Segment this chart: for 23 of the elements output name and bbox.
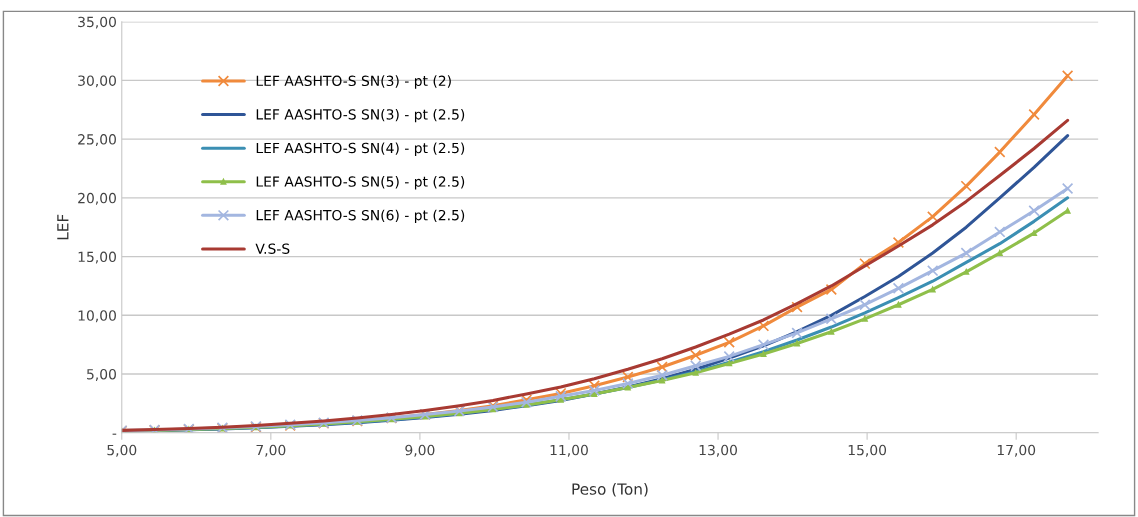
y-tick-label: 15,00	[78, 251, 116, 264]
y-tick-label: 10,00	[78, 310, 116, 323]
legend-label: LEF AASHTO-S SN(3) - pt (2)	[256, 75, 451, 89]
y-tick-label: 35,00	[78, 16, 116, 29]
legend-label: LEF AASHTO-S SN(3) - pt (2.5)	[256, 108, 465, 123]
x-tick-label: 15,00	[848, 444, 887, 457]
legend-label: LEF AASHTO-S SN(6) - pt (2.5)	[256, 209, 465, 224]
x-axis-title: Peso (Ton)	[572, 482, 648, 497]
x-tick-label: 9,00	[405, 444, 435, 457]
x-tick-label: 17,00	[997, 444, 1036, 457]
y-tick-label: 25,00	[78, 134, 116, 147]
y-tick-label: 20,00	[78, 192, 116, 205]
y-tick-label: -	[112, 433, 117, 435]
x-tick-label: 13,00	[699, 444, 737, 457]
legend-label: LEF AASHTO-S SN(5) - pt (2.5)	[256, 176, 465, 190]
x-tick-label: 7,00	[256, 444, 286, 457]
legend-label: V.S-S	[255, 243, 290, 254]
x-tick-label: 11,00	[550, 444, 588, 457]
y-tick-label: 30,00	[78, 75, 116, 88]
y-axis-title: LEF	[57, 214, 69, 240]
x-tick-label: 5,00	[107, 444, 137, 457]
legend-label: LEF AASHTO-S SN(4) - pt (2.5)	[256, 142, 465, 156]
y-tick-label: 5,00	[87, 368, 116, 381]
